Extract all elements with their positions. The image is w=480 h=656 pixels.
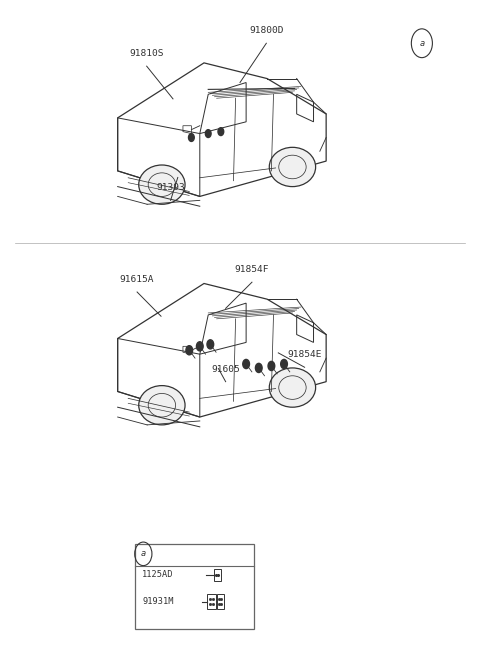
Text: 91605: 91605	[211, 365, 240, 374]
Text: 91800D: 91800D	[249, 26, 284, 35]
Text: 91854E: 91854E	[288, 350, 322, 359]
Ellipse shape	[139, 386, 185, 425]
Bar	[207, 594, 216, 609]
Text: 91810S: 91810S	[130, 49, 164, 58]
Circle shape	[243, 359, 250, 369]
Text: 91854F: 91854F	[235, 265, 269, 274]
Ellipse shape	[269, 368, 316, 407]
Text: a: a	[141, 549, 146, 558]
Text: 1125AD: 1125AD	[143, 570, 174, 579]
Circle shape	[189, 134, 194, 142]
Circle shape	[281, 359, 288, 369]
Circle shape	[186, 346, 192, 355]
Text: a: a	[420, 39, 424, 48]
Circle shape	[207, 340, 214, 349]
Circle shape	[205, 130, 211, 138]
Circle shape	[196, 342, 203, 351]
Text: 91931M: 91931M	[143, 597, 174, 606]
Bar	[216, 594, 224, 609]
Circle shape	[218, 128, 224, 136]
Text: 91393: 91393	[156, 184, 185, 192]
Ellipse shape	[139, 165, 185, 204]
Bar	[214, 569, 221, 581]
Text: 91615A: 91615A	[120, 275, 155, 284]
Ellipse shape	[269, 148, 316, 186]
Bar	[135, 544, 254, 629]
Circle shape	[255, 363, 262, 373]
Circle shape	[268, 361, 275, 371]
